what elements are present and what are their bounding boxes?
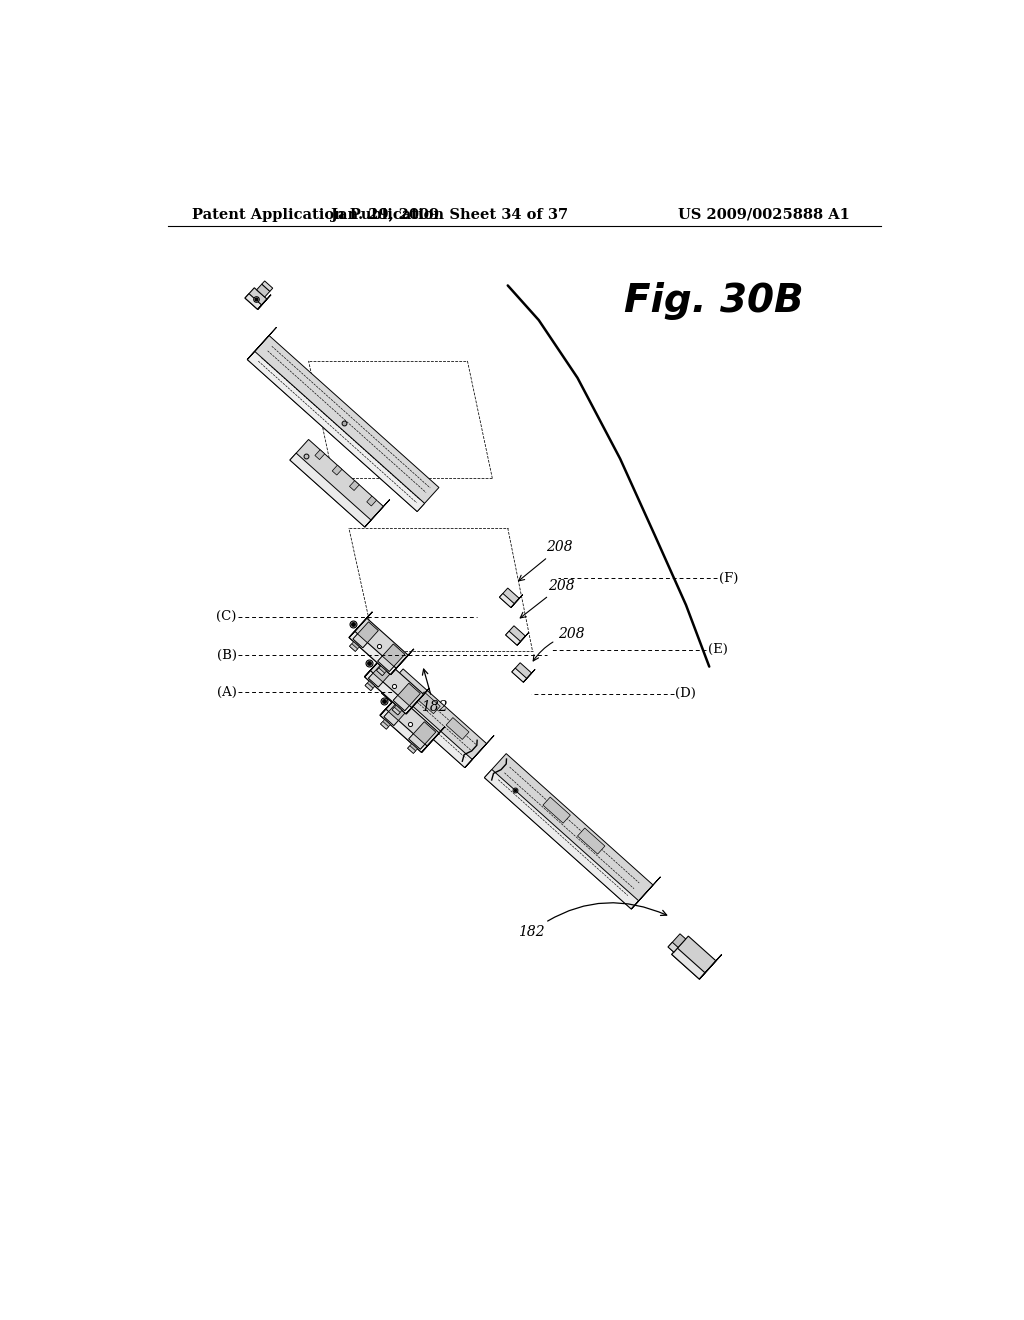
Polygon shape [349,642,359,651]
Polygon shape [381,685,472,768]
Text: 208: 208 [518,540,573,581]
Polygon shape [446,718,469,739]
Text: 182: 182 [518,903,667,940]
Text: Fig. 30B: Fig. 30B [624,282,804,319]
Polygon shape [378,644,404,672]
Polygon shape [672,948,706,979]
Polygon shape [506,631,520,645]
Polygon shape [365,657,424,714]
Polygon shape [409,734,425,750]
Polygon shape [365,499,390,527]
Polygon shape [392,708,400,715]
Polygon shape [353,622,378,648]
Polygon shape [349,611,373,638]
Polygon shape [349,618,409,675]
Polygon shape [484,754,653,909]
Polygon shape [365,682,373,690]
Polygon shape [381,722,388,729]
Polygon shape [380,689,403,715]
Polygon shape [512,668,526,682]
Polygon shape [484,770,639,909]
Polygon shape [369,661,394,686]
Polygon shape [245,293,262,309]
Text: (F): (F) [719,572,738,585]
Polygon shape [258,294,271,309]
Polygon shape [393,684,420,710]
Polygon shape [380,696,439,752]
Polygon shape [422,727,444,752]
Polygon shape [365,651,388,677]
Polygon shape [247,327,276,359]
Polygon shape [517,632,528,645]
Polygon shape [465,735,494,768]
Polygon shape [369,673,383,686]
Polygon shape [408,743,418,754]
Text: (B): (B) [216,648,237,661]
Polygon shape [381,669,486,768]
Text: Jan. 29, 2009  Sheet 34 of 37: Jan. 29, 2009 Sheet 34 of 37 [331,207,568,222]
Text: 182: 182 [421,669,447,714]
Polygon shape [384,700,410,726]
Polygon shape [578,828,605,854]
Polygon shape [407,688,429,714]
Polygon shape [668,942,678,952]
Polygon shape [290,440,383,527]
Polygon shape [543,797,570,824]
Polygon shape [290,453,371,527]
Text: US 2009/0025888 A1: US 2009/0025888 A1 [678,207,850,222]
Text: 208: 208 [534,627,585,661]
Text: (E): (E) [708,643,728,656]
Text: (C): (C) [216,610,237,623]
Polygon shape [631,876,660,909]
Polygon shape [262,281,272,292]
Polygon shape [418,692,440,714]
Polygon shape [512,663,531,682]
Polygon shape [384,711,398,726]
Polygon shape [393,696,410,710]
Polygon shape [247,351,425,512]
Polygon shape [506,626,525,645]
Polygon shape [257,284,270,297]
Polygon shape [377,665,386,676]
Polygon shape [349,631,396,675]
Polygon shape [523,669,536,682]
Polygon shape [315,450,325,459]
Polygon shape [332,465,342,475]
Polygon shape [381,719,390,729]
Polygon shape [367,496,377,506]
Polygon shape [365,671,412,714]
Polygon shape [390,649,414,675]
Polygon shape [668,933,686,952]
Polygon shape [377,668,385,676]
Polygon shape [349,644,357,651]
Polygon shape [365,681,375,690]
Polygon shape [349,480,359,491]
Text: (A): (A) [217,685,237,698]
Polygon shape [378,656,394,672]
Polygon shape [408,746,416,754]
Polygon shape [380,709,427,752]
Polygon shape [500,589,519,607]
Polygon shape [353,634,368,648]
Polygon shape [409,722,436,750]
Polygon shape [392,705,402,715]
Polygon shape [699,954,722,979]
Polygon shape [245,288,267,309]
Polygon shape [247,335,439,512]
Text: 208: 208 [520,578,574,618]
Polygon shape [511,594,522,607]
Polygon shape [672,936,716,979]
Text: (D): (D) [675,686,696,700]
Polygon shape [500,594,514,607]
Text: Patent Application Publication: Patent Application Publication [191,207,443,222]
